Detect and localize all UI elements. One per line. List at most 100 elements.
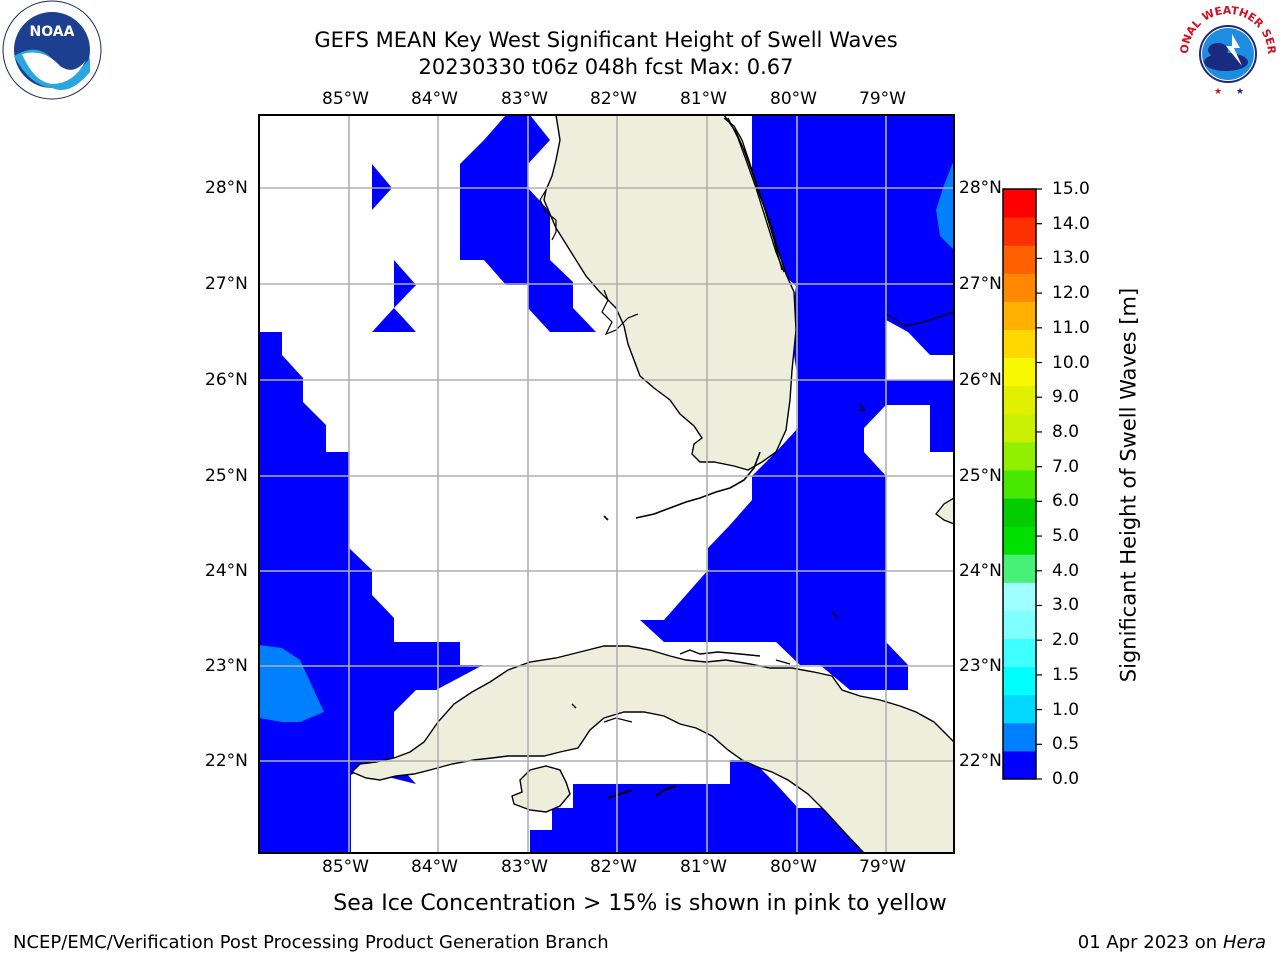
colorbar-segment: [1003, 582, 1036, 611]
lat-label-left: 22°N: [205, 751, 248, 771]
colorbar-segment: [1003, 694, 1036, 724]
colorbar-title: Significant Height of Swell Waves [m]: [1116, 287, 1141, 683]
colorbar-tick-label: 1.0: [1052, 699, 1080, 720]
lon-label-bottom: 80°W: [770, 857, 817, 877]
colorbar-segment: [1003, 301, 1036, 330]
colorbar-tick-label: 8.0: [1052, 421, 1080, 442]
colorbar-segment: [1003, 666, 1036, 696]
colorbar: [1003, 189, 1036, 780]
lat-label-right: 27°N: [959, 274, 1002, 294]
colorbar-segment: [1003, 638, 1036, 668]
noaa-logo-text: NOAA: [30, 24, 75, 40]
chart-subtitle: 20230330 t06z 048h fcst Max: 0.67: [418, 55, 794, 79]
lat-label-right: 26°N: [959, 370, 1002, 390]
colorbar-tick-label: 1.5: [1052, 664, 1080, 685]
cuba-bay: [571, 703, 577, 709]
lon-label-top: 85°W: [322, 89, 369, 109]
lat-label-left: 25°N: [205, 466, 248, 486]
colorbar-segment: [1003, 413, 1036, 443]
lon-label-top: 83°W: [501, 89, 548, 109]
cuba-south-inlet: [603, 717, 633, 723]
lat-label-right: 23°N: [959, 656, 1002, 676]
colorbar-segment: [1003, 554, 1036, 583]
florida-east-coast-inlet: [723, 117, 783, 271]
dry-tortugas: [603, 515, 609, 521]
lon-label-bottom: 79°W: [859, 857, 906, 877]
map-grid: [259, 115, 954, 853]
lat-label-right: 25°N: [959, 466, 1002, 486]
colorbar-segment: [1003, 526, 1036, 555]
map-frame: [258, 114, 955, 854]
lon-label-top: 79°W: [859, 89, 906, 109]
florida-land: [543, 115, 797, 471]
florida-keys: [635, 451, 761, 519]
svg-text:★: ★: [1236, 87, 1244, 97]
cuba-cay-2: [775, 659, 791, 665]
swell-field-mid-east: [936, 160, 954, 250]
colorbar-segment: [1003, 610, 1036, 640]
colorbar-segment: [1003, 498, 1036, 527]
colorbar-tick-label: 15.0: [1052, 179, 1090, 199]
chart-title: GEFS MEAN Key West Significant Height of…: [314, 28, 898, 52]
grand-bahama: [885, 311, 954, 327]
cuba-land: [350, 645, 954, 853]
colorbar-tick-label: 9.0: [1052, 387, 1080, 408]
andros-island: [935, 497, 954, 525]
colorbar-tick-label: 5.0: [1052, 526, 1080, 547]
lat-label-right: 28°N: [959, 178, 1002, 198]
sea-ice-note: Sea Ice Concentration > 15% is shown in …: [333, 891, 947, 916]
colorbar-segment: [1003, 722, 1036, 752]
svg-text:★: ★: [1214, 87, 1222, 97]
colorbar-tick-label: 10.0: [1052, 352, 1090, 373]
isla-de-la-juventud: [511, 765, 571, 813]
cuba-south-cays-2: [655, 785, 677, 797]
colorbar-segment: [1003, 329, 1036, 359]
swell-field-mid-west: [259, 645, 324, 722]
lon-label-bottom: 83°W: [501, 857, 548, 877]
colorbar-tick-label: 4.0: [1052, 560, 1080, 581]
colorbar-segment: [1003, 385, 1036, 415]
colorbar-tick-label: 0.5: [1052, 734, 1080, 755]
colorbar-frame: [1002, 188, 1037, 780]
lon-label-top: 81°W: [680, 89, 727, 109]
colorbar-segment: [1003, 273, 1036, 302]
lat-label-left: 28°N: [205, 178, 248, 198]
lat-label-left: 27°N: [205, 274, 248, 294]
footer-date: 01 Apr 2023 on Hera: [1078, 932, 1266, 954]
colorbar-tick-label: 3.0: [1052, 595, 1080, 616]
footer-credit: NCEP/EMC/Verification Post Processing Pr…: [13, 932, 609, 953]
cuba-south-cays: [607, 789, 633, 799]
lon-label-bottom: 84°W: [411, 857, 458, 877]
lat-label-right: 22°N: [959, 751, 1002, 771]
lon-label-bottom: 82°W: [590, 857, 637, 877]
colorbar-tick-label: 11.0: [1052, 317, 1090, 338]
colorbar-segment: [1003, 441, 1036, 471]
footer-host: Hera: [1222, 932, 1266, 953]
colorbar-tick-label: 12.0: [1052, 283, 1090, 304]
noaa-logo-icon: NOAA: [2, 0, 102, 100]
lat-label-left: 24°N: [205, 561, 248, 581]
colorbar-tick-label: 6.0: [1052, 491, 1080, 512]
colorbar-segment: [1003, 245, 1036, 274]
colorbar-segment: [1003, 217, 1036, 246]
colorbar-tick-label: 2.0: [1052, 630, 1080, 651]
colorbar-segment: [1003, 189, 1036, 218]
charlotte-harbor-coast: [601, 289, 639, 336]
colorbar-segment: [1003, 357, 1036, 387]
nws-logo-icon: NATIONAL WEATHER SERVICE ★ ★: [1176, 0, 1278, 100]
colorbar-segment: [1003, 469, 1036, 499]
footer-date-text: 01 Apr 2023 on: [1077, 932, 1223, 953]
colorbar-tick-label: 0.0: [1052, 769, 1080, 789]
colorbar-tick-label: 7.0: [1052, 456, 1080, 477]
colorbar-tick-label: 13.0: [1052, 248, 1090, 269]
lat-label-right: 24°N: [959, 561, 1002, 581]
lon-label-bottom: 81°W: [680, 857, 727, 877]
colorbar-segment: [1003, 750, 1036, 780]
lat-label-left: 23°N: [205, 656, 248, 676]
cay-sal-bank: [831, 611, 839, 619]
lon-label-bottom: 85°W: [322, 857, 369, 877]
bimini: [858, 403, 866, 411]
colorbar-ticks: [1036, 188, 1042, 780]
lon-label-top: 82°W: [590, 89, 637, 109]
